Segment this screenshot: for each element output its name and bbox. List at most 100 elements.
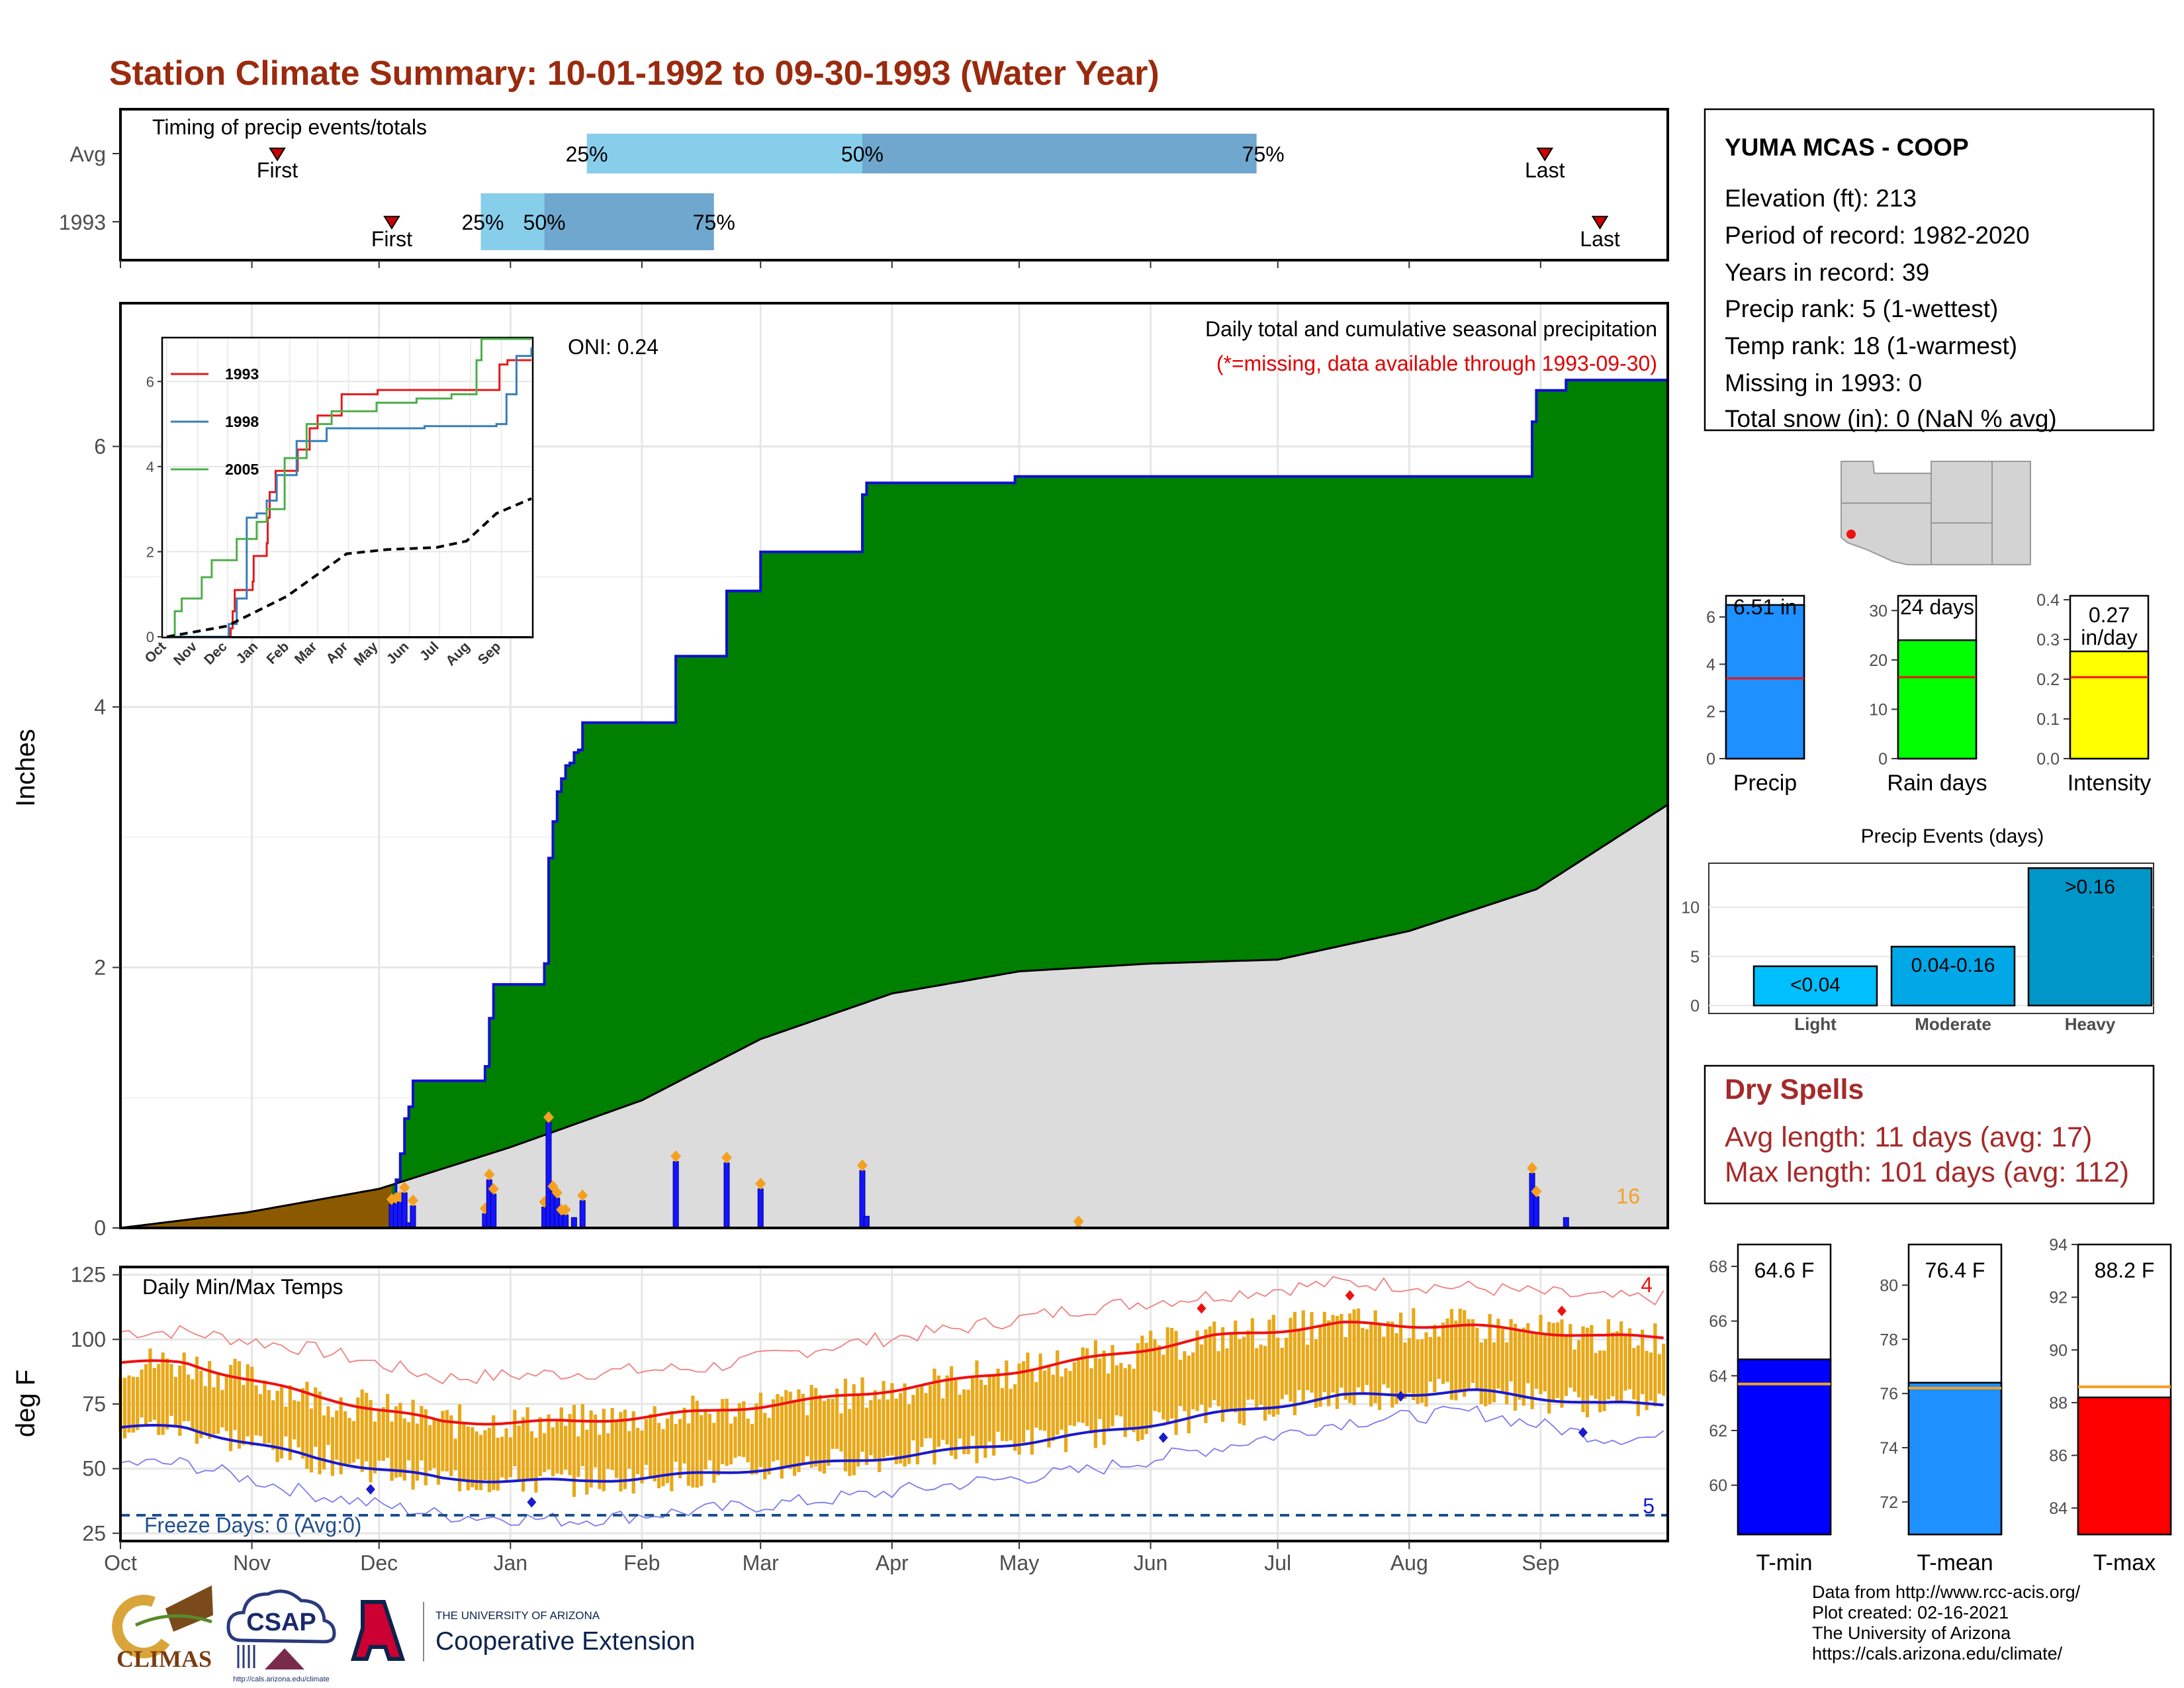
record-low-marker bbox=[1578, 1427, 1588, 1438]
daily-temp-bar bbox=[1038, 1353, 1042, 1430]
events-bar-label: 0.04-0.16 bbox=[1911, 955, 1995, 976]
daily-temp-bar bbox=[1208, 1326, 1212, 1408]
below-normal-area bbox=[120, 1184, 392, 1228]
daily-temp-bar bbox=[1564, 1335, 1568, 1396]
daily-temp-bar bbox=[1555, 1322, 1560, 1398]
timing-avg-last-label: Last bbox=[1525, 158, 1565, 182]
daily-temp-bar bbox=[1072, 1362, 1076, 1427]
daily-temp-bar bbox=[809, 1385, 813, 1468]
daily-precip-marker bbox=[551, 1186, 563, 1199]
daily-temp-bar bbox=[1377, 1325, 1382, 1411]
daily-temp-bar bbox=[1463, 1310, 1467, 1397]
daily-temp-bar bbox=[886, 1399, 890, 1456]
daily-temp-bar bbox=[559, 1407, 563, 1475]
temp-panel-title: Daily Min/Max Temps bbox=[142, 1275, 343, 1299]
events-bar bbox=[1752, 965, 1878, 1007]
daily-temp-bar bbox=[945, 1375, 949, 1445]
temp-bar-tick-label: 86 bbox=[2049, 1447, 2068, 1466]
daily-precip-marker bbox=[1527, 1162, 1538, 1174]
daily-temp-bar bbox=[335, 1410, 339, 1460]
daily-temp-bar bbox=[1437, 1336, 1441, 1379]
daily-temp-bar bbox=[1267, 1319, 1271, 1415]
temp-bar-tick-label: 72 bbox=[1880, 1493, 1898, 1512]
daily-temp-bar bbox=[860, 1377, 864, 1452]
daily-temp-bar bbox=[1416, 1339, 1420, 1404]
record-low-marker bbox=[1158, 1432, 1168, 1443]
daily-precip-bar bbox=[570, 1217, 577, 1229]
daily-temp-bar bbox=[1484, 1338, 1488, 1407]
daily-temp-bar bbox=[496, 1437, 500, 1491]
daily-temp-bar bbox=[279, 1387, 284, 1459]
daily-precip-bar bbox=[723, 1162, 730, 1229]
daily-temp-bar bbox=[1509, 1319, 1513, 1382]
daily-temp-bar bbox=[1030, 1370, 1034, 1455]
season-bar-tick-label: 0 bbox=[1706, 750, 1715, 769]
daily-temp-bar bbox=[1178, 1360, 1183, 1407]
daily-temp-bar bbox=[784, 1389, 788, 1467]
temp-bar-tick-label: 84 bbox=[2049, 1499, 2068, 1518]
daily-temp-bar bbox=[1293, 1311, 1297, 1415]
daily-temp-bar bbox=[1225, 1348, 1229, 1411]
daily-temp-bar bbox=[606, 1433, 610, 1469]
daily-temp-bar bbox=[1238, 1338, 1242, 1424]
credit-university: The University of Arizona bbox=[1812, 1623, 2011, 1643]
daily-temp-bar bbox=[271, 1400, 275, 1450]
daily-temp-bar bbox=[343, 1411, 347, 1464]
daily-precip-bar bbox=[410, 1205, 416, 1229]
timing-avg-p25-label: 25% bbox=[566, 142, 608, 166]
timing-marker bbox=[383, 216, 400, 230]
daily-temp-bar bbox=[136, 1377, 140, 1430]
daily-temp-bar bbox=[979, 1380, 983, 1446]
daily-temp-bar bbox=[1111, 1344, 1115, 1427]
daily-temp-bar bbox=[1424, 1332, 1428, 1407]
normal-tmax-line bbox=[120, 1321, 1664, 1426]
page-title: Station Climate Summary: 10-01-1992 to 0… bbox=[109, 54, 1160, 93]
daily-temp-bar bbox=[1119, 1362, 1123, 1417]
station-precip-rank: Precip rank: 5 (1-wettest) bbox=[1725, 295, 1998, 322]
temp-y-tick-label: 125 bbox=[71, 1263, 106, 1287]
daily-temp-bar bbox=[1645, 1350, 1649, 1411]
daily-temp-bar bbox=[763, 1413, 767, 1479]
daily-temp-bar bbox=[653, 1406, 657, 1481]
daily-temp-bar bbox=[568, 1414, 572, 1476]
timing-year-last-label: Last bbox=[1580, 227, 1620, 251]
dry-spells-title: Dry Spells bbox=[1725, 1074, 1864, 1105]
climas-logo: CLIMAS bbox=[112, 1585, 213, 1672]
daily-temp-bar bbox=[924, 1393, 928, 1438]
daily-temp-bar bbox=[1598, 1350, 1602, 1413]
station-missing: Missing in 1993: 0 bbox=[1725, 369, 1922, 397]
daily-precip-marker bbox=[670, 1150, 682, 1162]
month-label: Apr bbox=[876, 1551, 909, 1575]
season-bar-value: in/day bbox=[2081, 626, 2137, 649]
temp-bar-label: T-mean bbox=[1917, 1550, 1993, 1575]
daily-temp-bar bbox=[1255, 1348, 1259, 1410]
daily-temp-bar bbox=[873, 1390, 877, 1459]
daily-temp-bar bbox=[1373, 1310, 1377, 1403]
daily-temp-bar bbox=[1543, 1333, 1547, 1391]
daily-temp-bar bbox=[1021, 1361, 1026, 1443]
month-label: Sep bbox=[1522, 1551, 1559, 1575]
temp-bar-tick-label: 76 bbox=[1880, 1385, 1898, 1403]
daily-temp-bar bbox=[1089, 1368, 1093, 1434]
daily-temp-bar bbox=[1632, 1348, 1636, 1400]
temp-bar-tick-label: 60 bbox=[1709, 1477, 1727, 1495]
daily-temp-bar bbox=[890, 1383, 894, 1456]
daily-temp-bar bbox=[1310, 1312, 1314, 1393]
daily-temp-bar bbox=[1572, 1349, 1576, 1392]
daily-temp-bar bbox=[445, 1410, 449, 1472]
daily-temp-bar bbox=[1047, 1367, 1051, 1448]
record-high-count: 4 bbox=[1641, 1273, 1653, 1297]
daily-temp-bar bbox=[1530, 1331, 1534, 1409]
daily-temp-bar bbox=[1174, 1331, 1178, 1435]
month-label: Jun bbox=[1134, 1551, 1168, 1575]
daily-temp-bar bbox=[1068, 1370, 1072, 1426]
daily-precip-bar bbox=[579, 1200, 586, 1229]
daily-temp-bar bbox=[208, 1361, 212, 1439]
daily-temp-bar bbox=[449, 1415, 453, 1477]
daily-temp-bar bbox=[1547, 1321, 1551, 1414]
university-logo: THE UNIVERSITY OF ARIZONA Cooperative Ex… bbox=[350, 1600, 695, 1662]
season-bar-value: 6.51 in bbox=[1733, 595, 1797, 619]
daily-temp-bar bbox=[1102, 1350, 1106, 1445]
daily-temp-bar bbox=[983, 1385, 987, 1458]
cumulative-1993-line bbox=[390, 379, 1668, 1228]
